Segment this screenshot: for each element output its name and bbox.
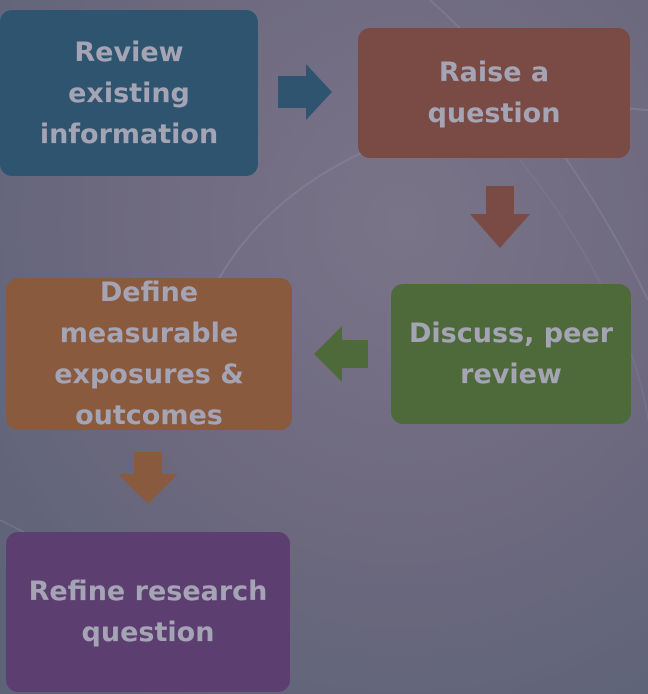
arrow-left-icon — [314, 326, 368, 382]
step-refine-research-question: Refine research question — [6, 532, 290, 692]
step-review-existing-information: Review existing information — [0, 10, 258, 176]
step-discuss-peer-review: Discuss, peer review — [391, 284, 631, 424]
arrow-right-icon — [278, 64, 332, 120]
arrow-down-icon — [118, 452, 178, 504]
step-raise-a-question: Raise a question — [358, 28, 630, 158]
arrow-down-icon — [470, 186, 530, 248]
step-define-measurable-exposures-outcomes: Define measurable exposures & outcomes — [6, 278, 292, 430]
